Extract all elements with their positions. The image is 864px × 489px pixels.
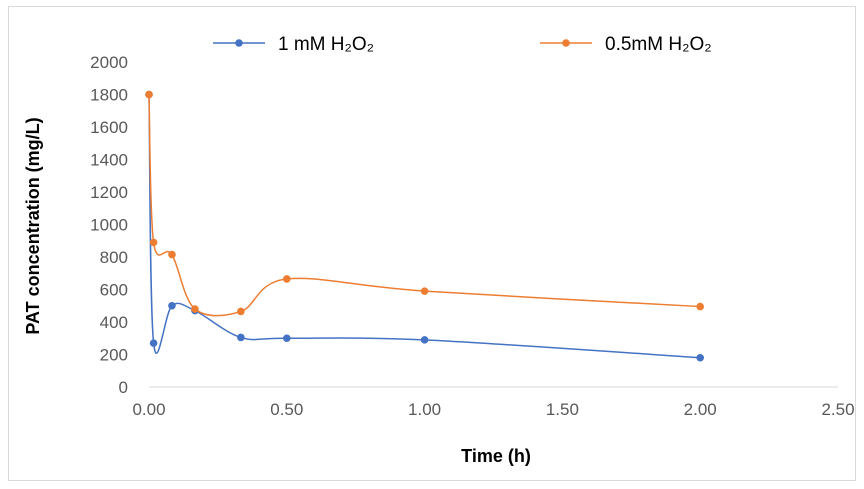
x-tick-label: 2.00: [684, 400, 717, 419]
x-tick-label: 0.50: [270, 400, 303, 419]
y-tick-label: 1200: [90, 183, 128, 202]
legend-label: 1 mM H₂O₂: [278, 34, 374, 55]
legend-label: 0.5mM H₂O₂: [605, 34, 712, 55]
y-tick-label: 200: [100, 346, 128, 365]
data-point: [149, 339, 158, 347]
data-point: [283, 275, 291, 283]
legend-entry-2: 0.5mM H₂O₂: [540, 34, 712, 55]
data-point: [149, 238, 158, 247]
x-tick-label: 1.50: [546, 400, 579, 419]
data-point: [420, 336, 429, 344]
y-tick-label: 1000: [90, 216, 128, 235]
data-point: [283, 334, 291, 343]
y-axis-title: PAT concentration (mg/L): [23, 117, 43, 334]
y-tick-label: 2000: [90, 53, 128, 72]
legend-marker: [562, 39, 570, 47]
series-2: [145, 90, 704, 317]
y-tick-label: 800: [100, 248, 128, 267]
data-point: [696, 302, 704, 311]
legend: 1 mM H₂O₂ 0.5mM H₂O₂: [213, 34, 712, 55]
x-tick-label: 2.50: [821, 400, 854, 419]
data-point: [145, 90, 153, 99]
data-point: [696, 353, 704, 362]
x-tick-label: 1.00: [408, 400, 441, 419]
y-axis-ticks: 0 200 400 600 800 1000 1200 1400 1600 1800 2000: [90, 53, 128, 397]
data-point: [191, 305, 199, 313]
data-point: [237, 307, 245, 316]
data-point: [420, 287, 429, 295]
data-point: [168, 250, 176, 259]
legend-marker: [235, 39, 243, 47]
series-line: [148, 94, 701, 359]
chart-area: [8, 6, 856, 481]
y-tick-label: 600: [100, 281, 128, 300]
y-tick-label: 1600: [90, 118, 128, 137]
y-tick-label: 400: [100, 313, 128, 332]
legend-entry-1: 1 mM H₂O₂: [213, 34, 374, 55]
x-axis-ticks: 0.00 0.50 1.00 1.50 2.00 2.50: [132, 400, 854, 419]
series-1: [145, 90, 704, 362]
series-layer: [145, 90, 704, 362]
data-point: [168, 301, 176, 310]
series-line: [148, 94, 701, 317]
y-tick-label: 0: [119, 378, 128, 397]
x-axis-title: Time (h): [461, 446, 531, 466]
data-point: [237, 333, 245, 342]
y-tick-label: 1800: [90, 86, 128, 105]
x-tick-label: 0.00: [132, 400, 165, 419]
y-tick-label: 1400: [90, 151, 128, 170]
